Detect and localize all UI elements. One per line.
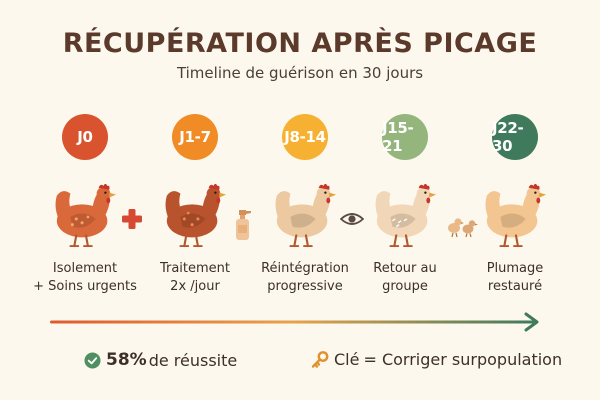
day-badge: J0 [62,114,108,160]
eye-icon [340,213,364,225]
stage-caption: Retour au groupe [373,261,437,294]
check-circle-icon [84,351,101,369]
stage-4: J22-30 Plumage restauré [455,114,575,296]
success-rate: 58% de réussite [84,350,237,370]
stage-1: J1-7 Traitement 2x /jour [135,114,255,296]
treated-hen-icon [164,182,228,248]
key-note: Clé = Corriger surpopulation [311,350,562,369]
page-title: RÉCUPÉRATION APRÈS PICAGE [62,28,538,59]
stage-caption: Plumage restauré [486,261,544,294]
group-hen-icon [374,182,438,248]
reintegrating-hen-icon [274,182,338,248]
stage-0: J0 Isolement + Soins urgents [25,114,145,296]
day-badge: J15-21 [382,114,428,160]
day-badge: J1-7 [172,114,218,160]
healthy-hen-icon [484,182,548,248]
success-text: de réussite [148,350,238,370]
spray-bottle-icon [236,210,251,240]
key-label: Clé [334,350,360,369]
injured-hen-icon [54,182,118,248]
page-subtitle: Timeline de guérison en 30 jours [176,64,424,82]
timeline-arrow [50,312,539,332]
day-badge: J22-30 [492,114,538,160]
stage-caption: Isolement + Soins urgents [33,261,137,294]
day-badge: J8-14 [282,114,328,160]
stage-caption: Traitement 2x /jour [159,261,231,294]
plus-icon [122,209,142,229]
key-text: = Corriger surpopulation [363,350,563,369]
chicks-icon [448,218,478,238]
key-icon [311,350,329,368]
stage-3: J15-21 Retour au groupe [345,114,465,296]
stage-2: J8-14 Réintégration progressive [245,114,365,296]
stage-caption: Réintégration progressive [261,261,349,294]
success-value: 58% [106,350,147,370]
